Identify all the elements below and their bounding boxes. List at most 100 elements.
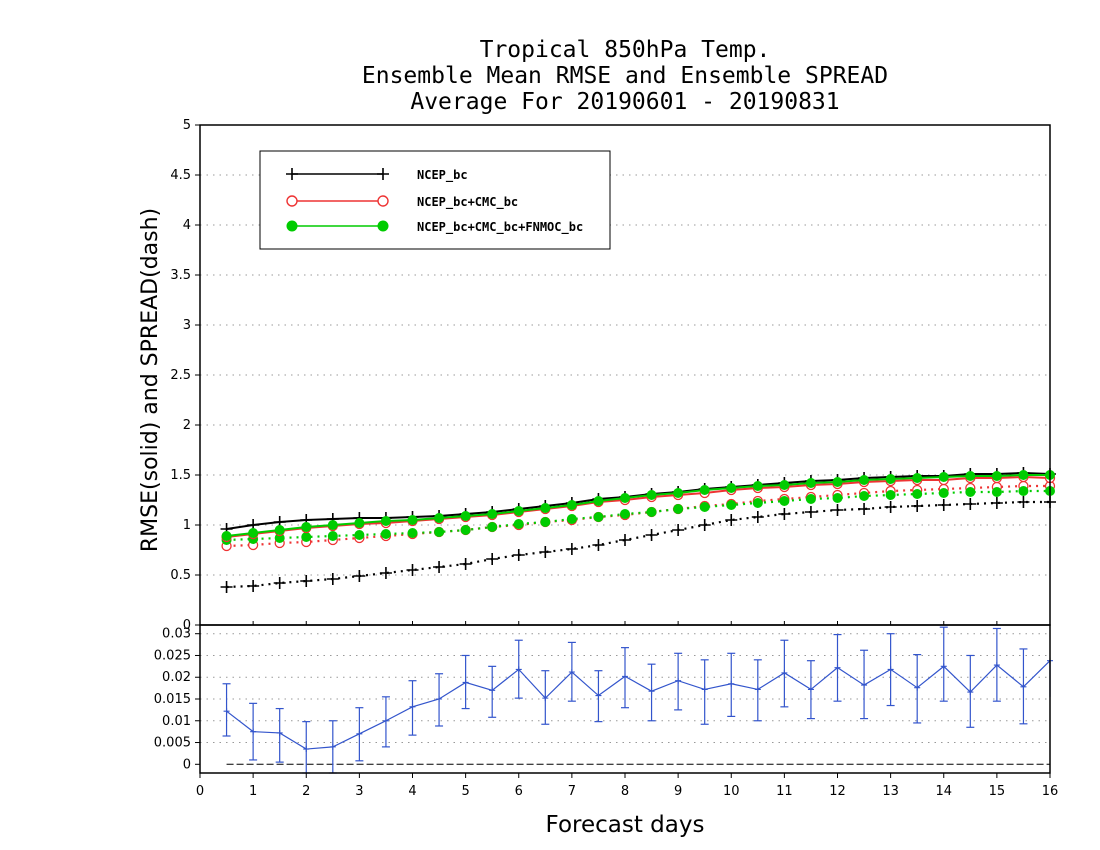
difference-point	[436, 696, 443, 702]
legend-marker-cmc	[286, 195, 298, 207]
data-point-filled-circle	[965, 487, 976, 497]
data-point-filled-circle	[566, 500, 577, 510]
data-point-filled-circle	[434, 513, 445, 523]
data-point-plus	[353, 570, 366, 582]
series-line-rmse	[226, 474, 1050, 537]
data-point-plus	[884, 501, 897, 513]
data-point-filled-circle	[859, 475, 870, 485]
data-point-filled-circle	[540, 517, 551, 527]
x-tick-label: 3	[355, 784, 363, 799]
data-point-filled-circle	[301, 532, 312, 542]
chart-title-line-2: Ensemble Mean RMSE and Ensemble SPREAD	[361, 63, 889, 89]
legend-label-ncep: NCEP_bc	[417, 168, 468, 183]
y-tick-label: 2	[183, 418, 191, 433]
difference-point	[701, 686, 708, 693]
data-point-plus	[1017, 496, 1030, 508]
y-tick-label: 1	[183, 518, 191, 533]
difference-line	[226, 660, 1051, 750]
y-tick-label: 4.5	[170, 168, 191, 183]
difference-point	[223, 708, 230, 715]
difference-point	[887, 666, 894, 673]
data-point-plus	[539, 546, 552, 558]
data-point-filled-circle	[805, 478, 816, 488]
data-point-filled-circle	[407, 515, 418, 525]
data-point-plus	[592, 539, 605, 551]
y-tick-label: 2.5	[170, 368, 191, 383]
y-tick-label: 5	[183, 118, 191, 133]
lower-y-tick-label: 0.015	[154, 692, 191, 707]
data-point-plus	[619, 534, 631, 546]
data-point-filled-circle	[673, 488, 684, 498]
legend-marker-cmc-end	[377, 195, 389, 207]
data-point-filled-circle	[620, 509, 630, 519]
data-point-plus	[990, 497, 1003, 509]
data-point-filled-circle	[487, 522, 498, 532]
data-point-plus	[326, 573, 339, 585]
data-point-filled-circle	[938, 472, 949, 482]
difference-point	[728, 680, 735, 687]
data-point-filled-circle	[620, 493, 630, 503]
data-point-filled-circle	[646, 490, 657, 500]
y-tick-label: 0	[183, 618, 191, 633]
data-point-plus	[512, 549, 525, 561]
legend-marker-fnmoc-end	[377, 220, 389, 232]
data-point-plus	[725, 514, 738, 526]
data-point-plus	[964, 498, 977, 510]
x-tick-label: 2	[302, 784, 310, 799]
data-point-plus	[698, 519, 711, 531]
data-point-filled-circle	[965, 471, 976, 481]
difference-point	[993, 662, 1000, 669]
difference-point	[356, 730, 363, 737]
x-tick-label: 11	[776, 784, 793, 799]
lower-y-tick-label: 0.005	[154, 736, 191, 751]
data-point-filled-circle	[434, 527, 445, 537]
difference-point	[595, 692, 602, 699]
data-point-filled-circle	[380, 529, 391, 539]
data-point-filled-circle	[327, 520, 338, 530]
data-point-filled-circle	[327, 531, 338, 541]
x-tick-label: 1	[249, 784, 257, 799]
y-tick-label: 3.5	[170, 268, 191, 283]
difference-point	[515, 666, 522, 673]
data-point-plus	[831, 504, 844, 516]
lower-y-tick-label: 0.025	[154, 648, 191, 663]
data-point-filled-circle	[699, 485, 710, 495]
difference-point	[967, 689, 974, 696]
difference-point	[834, 664, 841, 671]
data-point-plus	[565, 543, 578, 555]
difference-point	[940, 663, 947, 670]
data-point-filled-circle	[248, 528, 259, 538]
series-line-spread	[226, 500, 1050, 589]
data-point-filled-circle	[407, 528, 418, 538]
data-point-plus	[459, 558, 472, 570]
data-point-filled-circle	[274, 525, 285, 535]
data-point-filled-circle	[991, 471, 1002, 481]
data-point-plus	[379, 567, 392, 579]
x-tick-label: 8	[621, 784, 629, 799]
lower-gridlines	[200, 633, 1050, 765]
data-point-filled-circle	[991, 487, 1002, 497]
difference-point	[861, 682, 868, 689]
lower-y-tick-label: 0	[183, 757, 191, 772]
data-point-plus	[645, 529, 658, 541]
difference-point	[754, 686, 761, 693]
data-point-plus	[778, 508, 791, 520]
legend-marker-ncep	[286, 168, 389, 180]
difference-point	[462, 679, 469, 686]
legend-label-cmc: NCEP_bc+CMC_bc	[417, 195, 518, 210]
data-point-filled-circle	[1018, 486, 1029, 496]
data-point-filled-circle	[885, 474, 896, 484]
series-line-spread	[226, 484, 1050, 548]
difference-point	[542, 695, 549, 702]
x-tick-label: 13	[882, 784, 899, 799]
x-tick-label: 12	[829, 784, 846, 799]
data-point-plus	[433, 561, 446, 573]
data-point-plus	[804, 506, 817, 518]
data-point-filled-circle	[221, 531, 232, 541]
data-point-plus	[486, 553, 499, 565]
data-point-filled-circle	[566, 514, 577, 524]
data-point-filled-circle	[832, 477, 843, 487]
data-point-filled-circle	[513, 519, 524, 529]
data-point-filled-circle	[1018, 470, 1029, 480]
x-tick-label: 5	[461, 784, 469, 799]
